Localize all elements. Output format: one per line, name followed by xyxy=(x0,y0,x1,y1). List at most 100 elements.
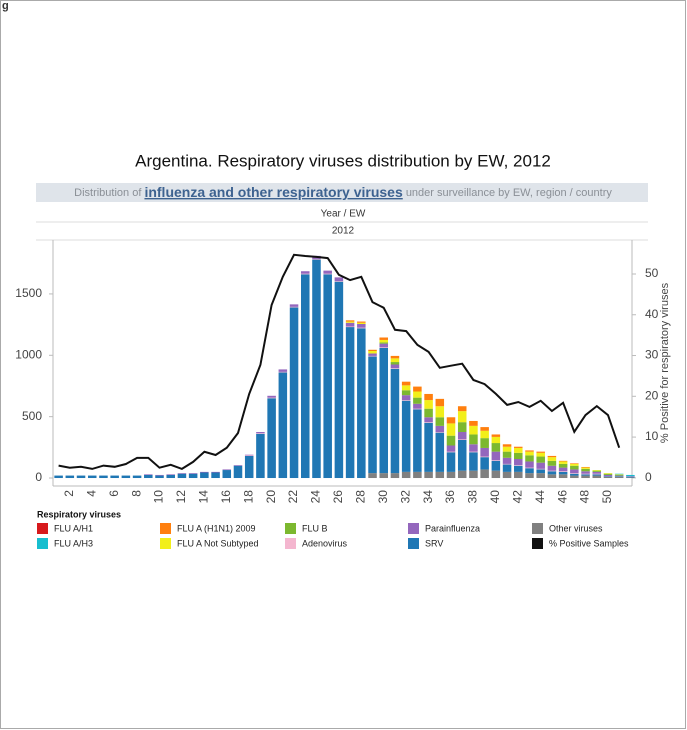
bar-segment xyxy=(558,471,568,475)
x-tick-label: 50 xyxy=(600,490,614,504)
legend-label: FLU B xyxy=(302,523,328,533)
bar-segment xyxy=(457,422,467,432)
bar-segment xyxy=(547,455,557,458)
bar-segment xyxy=(177,473,187,474)
bar-segment xyxy=(502,471,512,479)
bar-segment xyxy=(514,465,523,472)
x-tick-label: 6 xyxy=(107,490,121,497)
bar-segment xyxy=(390,364,400,369)
bar-segment xyxy=(525,455,534,462)
x-tick-label: 10 xyxy=(152,490,166,504)
bar-segment xyxy=(491,434,501,437)
bar-segment xyxy=(480,438,489,448)
bar-segment xyxy=(547,457,557,461)
bar-segment xyxy=(413,391,422,398)
bar-segment xyxy=(244,455,254,479)
x-tick-label: 16 xyxy=(219,490,233,504)
bar-segment xyxy=(581,474,590,476)
x-tick-label: 24 xyxy=(309,490,323,504)
bar-segment xyxy=(446,423,456,436)
bar-segment xyxy=(514,459,523,466)
bar-segment xyxy=(368,353,377,356)
bar-segment xyxy=(379,347,389,474)
legend-swatch xyxy=(285,523,296,534)
bar-segment xyxy=(525,473,534,479)
bar-segment xyxy=(54,475,63,479)
bar-segment xyxy=(480,457,489,470)
bar-segment xyxy=(368,351,377,354)
bar-segment xyxy=(570,463,579,466)
bar-segment xyxy=(289,307,299,479)
bar-segment xyxy=(345,326,355,328)
legend-swatch xyxy=(532,523,543,534)
legend-label: FLU A Not Subtyped xyxy=(177,538,259,548)
bar-segment xyxy=(132,475,142,479)
bar-segment xyxy=(76,475,86,479)
bar-segment xyxy=(278,369,288,372)
y2-tick-label: 10 xyxy=(645,429,659,443)
bar-segment xyxy=(446,471,456,479)
bar-segment xyxy=(323,270,332,274)
bar-segment xyxy=(446,445,456,452)
x-tick-label: 4 xyxy=(84,490,98,497)
y2-tick-label: 30 xyxy=(645,348,659,362)
line-series xyxy=(58,253,621,471)
bar-segment xyxy=(334,281,344,479)
bar-segment xyxy=(188,473,198,479)
bar-segment xyxy=(457,432,467,440)
bar-segment xyxy=(457,439,467,471)
bar-segment xyxy=(368,473,377,479)
bar-segment xyxy=(357,327,366,329)
bar-segment xyxy=(614,473,624,475)
subtitle-part: under surveillance by EW, region / count… xyxy=(406,187,613,199)
subtitle-link[interactable]: influenza and other respiratory viruses xyxy=(144,184,403,200)
bar-segment xyxy=(289,304,299,307)
bar-segment xyxy=(334,277,344,282)
bar-segment xyxy=(244,455,254,456)
legend-label: Adenovirus xyxy=(302,538,348,548)
bar-segment xyxy=(413,386,422,392)
legend-swatch xyxy=(37,538,48,549)
bar-segment xyxy=(581,468,590,472)
bar-segment xyxy=(435,432,445,472)
bar-segment xyxy=(368,356,377,474)
bar-segment xyxy=(424,422,433,472)
bar-segment xyxy=(379,342,389,344)
bar-segment xyxy=(570,473,579,476)
bar-segment xyxy=(536,468,545,470)
x-tick-label: 22 xyxy=(286,490,300,504)
bar-segment xyxy=(614,475,624,477)
bar-segment xyxy=(603,473,613,475)
bar-segment xyxy=(491,460,501,461)
bar-segment xyxy=(323,274,332,479)
bar-segment xyxy=(435,417,445,426)
header-label: Year / EW xyxy=(321,209,366,220)
bar-segment xyxy=(435,398,445,407)
x-tick-label: 48 xyxy=(578,490,592,504)
bar-segment xyxy=(401,390,411,396)
bar-segment xyxy=(626,477,635,479)
bar-segment xyxy=(514,452,523,459)
bar-segment xyxy=(502,463,512,465)
bar-segment xyxy=(480,469,489,479)
bar-segment xyxy=(401,385,411,391)
bar-segment xyxy=(401,400,411,472)
bar-segment xyxy=(469,444,478,452)
bar-segment xyxy=(491,460,501,471)
legend-swatch xyxy=(37,523,48,534)
bar-segment xyxy=(491,443,501,452)
bar-segment xyxy=(603,476,613,477)
bar-segment xyxy=(592,471,602,474)
bar-segment xyxy=(424,408,433,418)
legend-swatch xyxy=(408,523,419,534)
bar-segment xyxy=(312,258,321,260)
bar-segment xyxy=(502,451,512,458)
bar-segment xyxy=(435,471,445,479)
bar-segment xyxy=(514,465,523,466)
bar-segment xyxy=(581,473,590,475)
bar-segment xyxy=(121,475,131,479)
legend-swatch xyxy=(160,523,171,534)
bar-segment xyxy=(469,470,478,479)
bar-segment xyxy=(345,327,355,479)
bar-segment xyxy=(300,271,310,274)
